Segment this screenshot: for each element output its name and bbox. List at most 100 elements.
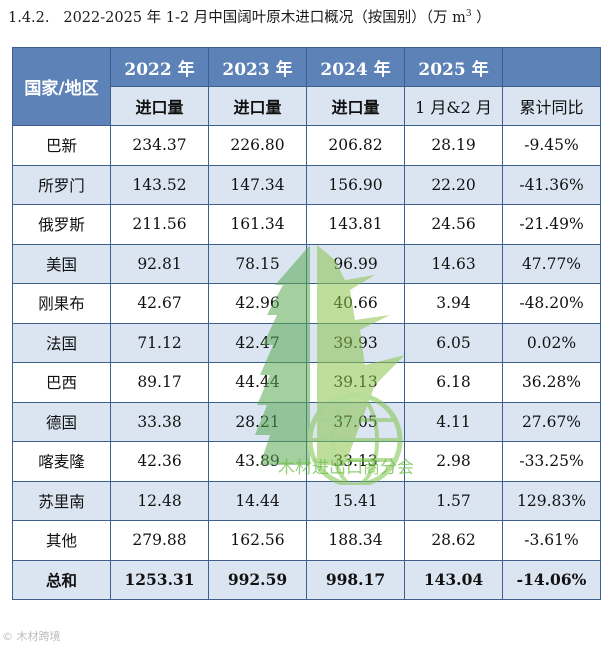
yoy-cell: -48.20% — [502, 283, 601, 324]
import-2023-cell: 162.56 — [208, 520, 307, 561]
table-row: 所罗门 143.52 147.34 156.90 22.20 -41.36% — [12, 164, 601, 205]
total-import-2022-cell: 1253.31 — [110, 559, 209, 600]
jan-feb-2025-cell: 6.05 — [404, 322, 503, 363]
subheader-import-2023: 进口量 — [208, 86, 307, 126]
import-table: 国家/地区 2022 年 2023 年 2024 年 2025 年 进口量 进口… — [12, 47, 601, 600]
jan-feb-2025-cell: 28.19 — [404, 125, 503, 166]
total-yoy-cell: -14.06% — [502, 559, 601, 600]
country-cell: 苏里南 — [12, 480, 111, 521]
import-2022-cell: 42.36 — [110, 441, 209, 482]
caption-superscript: 3 — [465, 9, 472, 20]
jan-feb-2025-cell: 6.18 — [404, 362, 503, 403]
table-row: 德国 33.38 28.21 37.05 4.11 27.67% — [12, 401, 601, 442]
import-2022-cell: 279.88 — [110, 520, 209, 561]
jan-feb-2025-cell: 22.20 — [404, 164, 503, 205]
import-2024-cell: 96.99 — [306, 243, 405, 284]
subheader-row: 进口量 进口量 进口量 1 月&2 月 累计同比 — [13, 86, 601, 126]
yoy-cell: 47.77% — [502, 243, 601, 284]
table-row: 巴西 89.17 44.44 39.13 6.18 36.28% — [12, 362, 601, 403]
import-2022-cell: 143.52 — [110, 164, 209, 205]
import-2022-cell: 211.56 — [110, 204, 209, 245]
table-row: 刚果布 42.67 42.96 40.66 3.94 -48.20% — [12, 283, 601, 324]
country-cell: 法国 — [12, 322, 111, 363]
jan-feb-2025-cell: 28.62 — [404, 520, 503, 561]
total-import-2023-cell: 992.59 — [208, 559, 307, 600]
total-import-2024-cell: 998.17 — [306, 559, 405, 600]
table-row: 巴新 234.37 226.80 206.82 28.19 -9.45% — [12, 125, 601, 166]
subheader-jan-feb: 1 月&2 月 — [404, 86, 503, 126]
import-2023-cell: 78.15 — [208, 243, 307, 284]
year-header-2025: 2025 年 — [404, 47, 503, 87]
import-2022-cell: 234.37 — [110, 125, 209, 166]
table-row: 其他 279.88 162.56 188.34 28.62 -3.61% — [12, 520, 601, 561]
import-2023-cell: 14.44 — [208, 480, 307, 521]
region-header: 国家/地区 — [12, 47, 111, 126]
yoy-cell: -21.49% — [502, 204, 601, 245]
total-jan-feb-2025-cell: 143.04 — [404, 559, 503, 600]
table-row: 美国 92.81 78.15 96.99 14.63 47.77% — [12, 243, 601, 284]
country-cell: 德国 — [12, 401, 111, 442]
country-cell: 所罗门 — [12, 164, 111, 205]
watermark-text: 木材进出口商分会 — [278, 458, 414, 478]
caption-number: 1.4.2. — [8, 10, 50, 26]
table-row: 俄罗斯 211.56 161.34 143.81 24.56 -21.49% — [12, 204, 601, 245]
jan-feb-2025-cell: 4.11 — [404, 401, 503, 442]
country-cell: 美国 — [12, 243, 111, 284]
country-cell: 刚果布 — [12, 283, 111, 324]
import-2022-cell: 33.38 — [110, 401, 209, 442]
import-2022-cell: 89.17 — [110, 362, 209, 403]
yoy-cell: 27.67% — [502, 401, 601, 442]
year-header-2022: 2022 年 — [110, 47, 209, 87]
country-cell: 巴新 — [12, 125, 111, 166]
country-cell: 巴西 — [12, 362, 111, 403]
table-row: 苏里南 12.48 14.44 15.41 1.57 129.83% — [12, 480, 601, 521]
subheader-yoy: 累计同比 — [502, 86, 601, 126]
year-header-2024: 2024 年 — [306, 47, 405, 87]
jan-feb-2025-cell: 24.56 — [404, 204, 503, 245]
import-2023-cell: 42.96 — [208, 283, 307, 324]
yoy-cell: 36.28% — [502, 362, 601, 403]
import-2022-cell: 42.67 — [110, 283, 209, 324]
jan-feb-2025-cell: 1.57 — [404, 480, 503, 521]
import-2022-cell: 92.81 — [110, 243, 209, 284]
import-2023-cell: 42.47 — [208, 322, 307, 363]
year-header-2023: 2023 年 — [208, 47, 307, 87]
import-2024-cell: 188.34 — [306, 520, 405, 561]
yoy-cell: -9.45% — [502, 125, 601, 166]
import-2022-cell: 12.48 — [110, 480, 209, 521]
yoy-cell: -3.61% — [502, 520, 601, 561]
total-row: 总和 1253.31 992.59 998.17 143.04 -14.06% — [12, 559, 601, 600]
import-2024-cell: 156.90 — [306, 164, 405, 205]
import-2023-cell: 44.44 — [208, 362, 307, 403]
import-2023-cell: 147.34 — [208, 164, 307, 205]
import-2024-cell: 39.13 — [306, 362, 405, 403]
caption-title: 2022-2025 年 1-2 月中国阔叶原木进口概况（按国别）（万 m — [63, 10, 466, 26]
jan-feb-2025-cell: 3.94 — [404, 283, 503, 324]
yoy-cell: -33.25% — [502, 441, 601, 482]
import-2024-cell: 15.41 — [306, 480, 405, 521]
header-blank-cell — [502, 47, 601, 87]
import-2023-cell: 161.34 — [208, 204, 307, 245]
import-2024-cell: 39.93 — [306, 322, 405, 363]
import-2023-cell: 28.21 — [208, 401, 307, 442]
jan-feb-2025-cell: 2.98 — [404, 441, 503, 482]
yoy-cell: -41.36% — [502, 164, 601, 205]
import-2024-cell: 206.82 — [306, 125, 405, 166]
bottom-watermark: © 木材跨境 — [2, 630, 61, 643]
import-2024-cell: 37.05 — [306, 401, 405, 442]
import-2024-cell: 143.81 — [306, 204, 405, 245]
jan-feb-2025-cell: 14.63 — [404, 243, 503, 284]
country-cell: 俄罗斯 — [12, 204, 111, 245]
year-header-row: 国家/地区 2022 年 2023 年 2024 年 2025 年 — [12, 47, 601, 126]
subheader-import-2024: 进口量 — [306, 86, 405, 126]
table-caption: 1.4.2. 2022-2025 年 1-2 月中国阔叶原木进口概况（按国别）（… — [8, 6, 491, 27]
table-row: 法国 71.12 42.47 39.93 6.05 0.02% — [12, 322, 601, 363]
import-2023-cell: 226.80 — [208, 125, 307, 166]
total-label-cell: 总和 — [12, 559, 111, 600]
country-cell: 其他 — [12, 520, 111, 561]
subheader-import-2022: 进口量 — [110, 86, 209, 126]
import-2022-cell: 71.12 — [110, 322, 209, 363]
caption-close: ） — [471, 10, 491, 26]
country-cell: 喀麦隆 — [12, 441, 111, 482]
yoy-cell: 129.83% — [502, 480, 601, 521]
